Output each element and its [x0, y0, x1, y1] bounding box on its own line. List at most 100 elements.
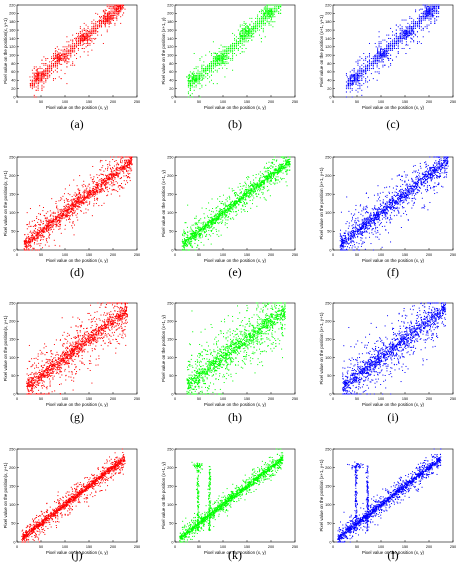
scatter-point: [213, 52, 215, 54]
scatter-point: [43, 73, 45, 75]
scatter-point: [39, 66, 41, 68]
scatter-point: [88, 36, 90, 38]
scatter-point: [397, 41, 399, 43]
scatter-point: [249, 17, 251, 19]
scatter-point: [245, 30, 247, 32]
scatter-point: [365, 68, 367, 70]
scatter-point: [106, 6, 108, 8]
scatter-point: [381, 57, 383, 59]
scatter-point: [217, 62, 219, 64]
scatter-point: [79, 41, 81, 43]
scatter-point: [359, 59, 361, 61]
scatter-point: [436, 19, 438, 21]
scatter-point: [97, 26, 99, 28]
scatter-point: [45, 75, 47, 77]
scatter-point: [103, 170, 105, 172]
x-tick-label: 150: [86, 100, 92, 104]
scatter-point: [270, 13, 272, 15]
scatter-point: [251, 21, 253, 23]
scatter-point: [35, 72, 37, 74]
scatter-point: [56, 66, 58, 68]
scatter-point: [226, 57, 228, 59]
scatter-point: [62, 51, 64, 53]
scatter-point: [384, 56, 386, 58]
scatter-point: [33, 96, 35, 98]
scatter-point: [55, 57, 57, 59]
scatter-point: [278, 7, 280, 9]
scatter-point: [424, 26, 426, 28]
scatter-point: [365, 66, 367, 68]
scatter-point: [58, 60, 60, 62]
scatter-point: [242, 35, 244, 37]
scatter-point: [117, 8, 119, 10]
scatter-point: [395, 42, 397, 44]
scatter-point: [120, 16, 122, 18]
scatter-point: [237, 37, 239, 39]
scatter-point: [270, 11, 272, 13]
scatter-point: [45, 59, 47, 61]
y-axis-label: Pixel value on the position (x+1, y): [161, 17, 166, 85]
scatter-point: [85, 24, 87, 26]
scatter-point: [56, 61, 58, 63]
scatter-point: [29, 241, 31, 243]
scatter-point: [81, 47, 83, 49]
scatter-point: [191, 93, 193, 95]
scatter-point: [61, 53, 63, 55]
scatter-point: [197, 78, 199, 80]
scatter-point: [87, 54, 89, 56]
scatter-point: [210, 63, 212, 65]
scatter-point: [60, 49, 62, 51]
scatter-point: [365, 56, 367, 58]
scatter-point: [31, 84, 33, 86]
scatter-point: [354, 78, 356, 80]
scatter-point: [199, 96, 201, 98]
scatter-point: [424, 17, 426, 19]
scatter-point: [67, 193, 69, 195]
scatter-point: [241, 27, 243, 29]
scatter-point: [54, 221, 56, 223]
scatter-point: [76, 185, 78, 187]
scatter-point: [118, 6, 120, 8]
scatter-point: [40, 77, 42, 79]
scatter-point: [227, 57, 229, 59]
scatter-point: [195, 86, 197, 88]
scatter-point: [257, 27, 259, 29]
scatter-point: [197, 73, 199, 75]
scatter-point: [222, 49, 224, 51]
scatter-point: [210, 53, 212, 55]
scatter-point: [347, 78, 349, 80]
scatter-point: [35, 76, 37, 78]
scatter-point: [74, 47, 76, 49]
scatter-point: [241, 42, 243, 44]
scatter-point: [197, 66, 199, 68]
scatter-point: [420, 29, 422, 31]
scatter-point: [56, 225, 58, 227]
scatter-point: [106, 4, 108, 6]
scatter-point: [242, 36, 244, 38]
scatter-point: [424, 13, 426, 15]
y-tick-label: 120: [9, 45, 15, 49]
scatter-point: [114, 12, 116, 14]
scatter-point: [81, 44, 83, 46]
scatter-point: [234, 49, 236, 51]
scatter-point: [359, 56, 361, 58]
scatter-point: [226, 47, 228, 49]
scatter-point: [70, 46, 72, 48]
scatter-point: [98, 205, 100, 207]
scatter-point: [257, 22, 259, 24]
scatter-point: [387, 51, 389, 53]
y-tick-label: 180: [167, 20, 173, 24]
scatter-point: [413, 19, 415, 21]
scatter-point: [395, 47, 397, 49]
scatter-point: [430, 16, 432, 18]
scatter-point: [393, 42, 395, 44]
scatter-point: [393, 41, 395, 43]
scatter-point: [347, 86, 349, 88]
scatter-point: [224, 51, 226, 53]
scatter-point: [422, 17, 424, 19]
scatter-point: [56, 68, 58, 70]
scatter-point: [239, 39, 241, 41]
scatter-point: [230, 46, 232, 48]
scatter-point: [47, 71, 49, 73]
scatter-point: [91, 215, 93, 217]
